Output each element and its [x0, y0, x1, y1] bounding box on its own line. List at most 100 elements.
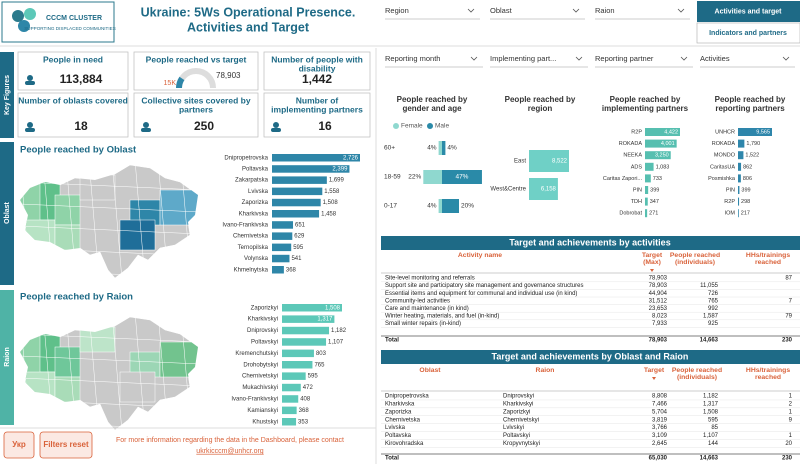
- footer-email[interactable]: ukrkicccm@unhcr.org: [196, 448, 264, 455]
- filter-label[interactable]: Activities: [700, 54, 730, 63]
- table-cell: 925: [708, 321, 719, 327]
- bar-value: 4,001: [661, 141, 675, 147]
- bar-label: Caritas Zapori...: [603, 176, 643, 182]
- button-label[interactable]: Filters reset: [43, 440, 89, 449]
- button[interactable]: [39, 431, 93, 459]
- bar-value: 1,699: [329, 178, 345, 184]
- kpi-value: 1,442: [302, 72, 332, 86]
- map-border: [20, 317, 198, 321]
- filter-label[interactable]: Implementing part...: [490, 54, 556, 63]
- filter-label[interactable]: Reporting month: [385, 54, 440, 63]
- table-cell: 1,182: [703, 394, 719, 400]
- filter-chevron[interactable]: [677, 8, 685, 13]
- table-cell: Site-level monitoring and referrals: [385, 276, 475, 282]
- kpi-title: People in need: [43, 54, 103, 64]
- bar: [272, 187, 323, 196]
- bar-value: 1,458: [321, 211, 337, 217]
- bar: [272, 165, 350, 173]
- bar: [282, 361, 313, 369]
- tab[interactable]: Indicators and partners: [709, 30, 787, 37]
- bar-label: Poltavska: [242, 167, 269, 173]
- bar-label: UNHCR: [715, 129, 735, 135]
- table-header-bar: [381, 236, 800, 250]
- filter-chevron[interactable]: [467, 8, 475, 13]
- bar-value: 6,158: [541, 187, 557, 193]
- kpi-icon: [141, 128, 151, 132]
- chart-title: People reached by: [397, 95, 468, 104]
- side-strip: [0, 142, 14, 285]
- bar-value: 8,522: [552, 159, 568, 165]
- table-cell: Poltavskyi: [503, 433, 530, 439]
- table-cell: 1,508: [703, 409, 719, 415]
- column-header: (individuals): [677, 374, 717, 381]
- kpi-card: [17, 92, 129, 138]
- bar: [272, 254, 290, 263]
- filter-label[interactable]: Reporting partner: [595, 54, 654, 63]
- bar: [645, 197, 648, 206]
- bar-label: Kharkivskyi: [248, 317, 278, 323]
- bar: [272, 210, 320, 218]
- table-cell: 9: [789, 417, 793, 423]
- button-label[interactable]: Укр: [12, 440, 26, 449]
- kpi-value: 113,884: [60, 72, 103, 86]
- bar-label: Zaporizkyi: [251, 305, 278, 311]
- bar-value: 1,083: [656, 164, 670, 170]
- map-border: [20, 203, 198, 213]
- table-cell: 11,055: [700, 283, 719, 289]
- table-cell: 726: [708, 291, 719, 297]
- table-cell: 1: [789, 409, 793, 415]
- filter-chevron[interactable]: [575, 56, 583, 61]
- bar: [645, 209, 648, 218]
- map: [19, 316, 199, 431]
- bar-value: 47%: [455, 174, 468, 181]
- kpi-title: Number of: [296, 95, 339, 105]
- bar: [272, 176, 327, 184]
- table-cell: 8,808: [652, 394, 668, 400]
- tab[interactable]: [696, 22, 800, 44]
- table-total: Total: [385, 456, 399, 462]
- table-total: 230: [782, 456, 793, 462]
- filter-label[interactable]: Oblast: [490, 6, 513, 15]
- bar: [272, 221, 294, 229]
- bar-label: East: [514, 159, 526, 165]
- legend-swatch: [393, 123, 399, 129]
- bar-value: 629: [294, 234, 305, 240]
- side-strip: [0, 52, 14, 138]
- table-cell: 7,933: [652, 321, 668, 327]
- filter-chevron[interactable]: [680, 56, 688, 61]
- column-header: Oblast: [419, 367, 441, 374]
- bar-label: Zaporizka: [242, 200, 269, 206]
- table-cell: 1: [789, 433, 793, 439]
- bar-label: MONDO: [714, 153, 736, 159]
- bar-label: Ivano-Frankivska: [222, 223, 268, 229]
- bar-label: Dobrobat: [619, 211, 642, 217]
- bar-value: 3,250: [655, 153, 669, 159]
- filter-label[interactable]: Region: [385, 6, 409, 15]
- bar: [282, 372, 306, 380]
- bar-label: Ivano-Frankivskyi: [231, 397, 278, 403]
- table-title: Target and achievements by activities: [509, 237, 670, 247]
- tab-active[interactable]: [697, 1, 800, 22]
- filter-chevron[interactable]: [572, 8, 580, 13]
- bar: [738, 174, 741, 183]
- chart-title: People reached by: [505, 95, 576, 104]
- bar-value: 1,790: [746, 141, 760, 147]
- filter-label[interactable]: Raion: [595, 6, 615, 15]
- table-cell: 44,904: [649, 291, 668, 297]
- table-cell: Kirovohradska: [385, 441, 424, 447]
- legend-swatch: [427, 123, 433, 129]
- filter-chevron[interactable]: [470, 56, 478, 61]
- bar-value: 399: [741, 187, 750, 193]
- bar: [738, 128, 772, 136]
- table-cell: 992: [708, 306, 719, 312]
- bar: [738, 197, 740, 206]
- kpi-card: [17, 51, 129, 91]
- bar: [282, 349, 314, 358]
- tab[interactable]: Activities and target: [715, 8, 783, 15]
- category-label: 60+: [384, 145, 395, 152]
- category-label: 18-59: [384, 174, 401, 181]
- button[interactable]: [3, 431, 35, 459]
- filter-chevron[interactable]: [782, 56, 790, 61]
- logo-icon: [12, 10, 24, 22]
- side-label: Raion: [4, 347, 11, 366]
